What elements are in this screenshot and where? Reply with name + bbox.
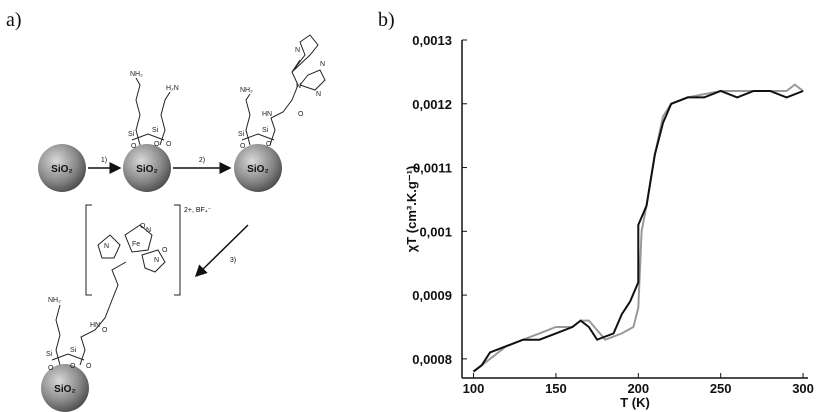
y-tick-label: 0,0008	[412, 352, 452, 367]
particle-label: SiO₂	[51, 164, 73, 175]
atom-label: O	[102, 327, 108, 334]
scheme: SiO₂ SiO₂ SiO₂ SiO₂ 1) 2) 3) 2+, BF₄⁻ NH₂ H₂N Si Si…	[38, 47, 325, 412]
atom-label: N	[320, 61, 325, 68]
particle	[234, 144, 282, 192]
atom-label: Si	[262, 127, 269, 134]
panel-label: b)	[378, 9, 395, 31]
step-label: 1)	[101, 157, 107, 164]
particle-label: SiO₂	[136, 164, 158, 175]
atom-label: Si	[238, 131, 245, 138]
atom-label: O	[154, 141, 160, 148]
particle-label: SiO₂	[247, 164, 269, 175]
y-tick-label: 0,0009	[412, 288, 452, 303]
x-tick-label: 300	[792, 381, 814, 396]
particle-label: SiO₂	[54, 384, 76, 395]
atom-label: HN	[262, 111, 272, 118]
arrows	[88, 162, 249, 278]
atom-label: N	[295, 47, 300, 54]
atom-label: O	[162, 247, 168, 254]
atom-label: O	[131, 143, 137, 150]
particle	[38, 144, 86, 192]
atom-label: N	[146, 227, 151, 234]
atom-label: Si	[128, 131, 135, 138]
x-tick-label: 250	[710, 381, 732, 396]
chart: 0,0008 0,0009 0,001 0,0011 0,0012 0,0013 100 15…	[404, 33, 814, 410]
atom-label: Si	[46, 351, 53, 358]
y-axis-label: χT (cm³.K.g⁻¹)	[404, 166, 419, 253]
atom-label: O	[86, 363, 92, 370]
atom-label: Si	[152, 127, 159, 134]
panel-label: a)	[6, 9, 22, 31]
atom-label: NH₂	[130, 71, 143, 78]
atom-label: H₂N	[166, 85, 179, 92]
y-tick-label: 0,0013	[412, 33, 452, 48]
atom-label: N	[316, 91, 321, 98]
atom-label: NH₂	[48, 297, 61, 304]
x-tick-label: 150	[545, 381, 567, 396]
x-tick-label: 200	[627, 381, 649, 396]
y-tick-label: 0,0012	[412, 97, 452, 112]
atom-label: NH₂	[240, 87, 253, 94]
atom-label: O	[48, 365, 54, 372]
x-axis-label: T (K)	[620, 395, 650, 410]
data-line	[472, 89, 804, 373]
y-tick-label: 0,001	[419, 224, 452, 239]
atom-label: N	[296, 83, 301, 90]
x-tick-label: 100	[463, 381, 485, 396]
complex-charge: 2+, BF₄⁻	[184, 207, 212, 214]
atom-label: O	[140, 223, 146, 230]
step-label: 2)	[199, 157, 205, 164]
atom-label: Fe	[132, 241, 140, 248]
atom-label: O	[166, 141, 172, 148]
scheme-bonds	[51, 34, 326, 366]
atom-label: O	[240, 143, 246, 150]
step-label: 3)	[230, 257, 236, 264]
atom-label: Si	[70, 347, 77, 354]
atom-label: N	[154, 257, 159, 264]
atom-label: O	[298, 111, 304, 118]
atom-label: HN	[90, 322, 100, 329]
atom-label: N	[104, 243, 109, 250]
atom-label: O	[70, 363, 76, 370]
data-line	[472, 83, 804, 373]
y-tick-label: 0,0011	[413, 161, 452, 176]
particle	[41, 364, 89, 412]
atom-label: O	[266, 141, 272, 148]
particle	[123, 144, 171, 192]
